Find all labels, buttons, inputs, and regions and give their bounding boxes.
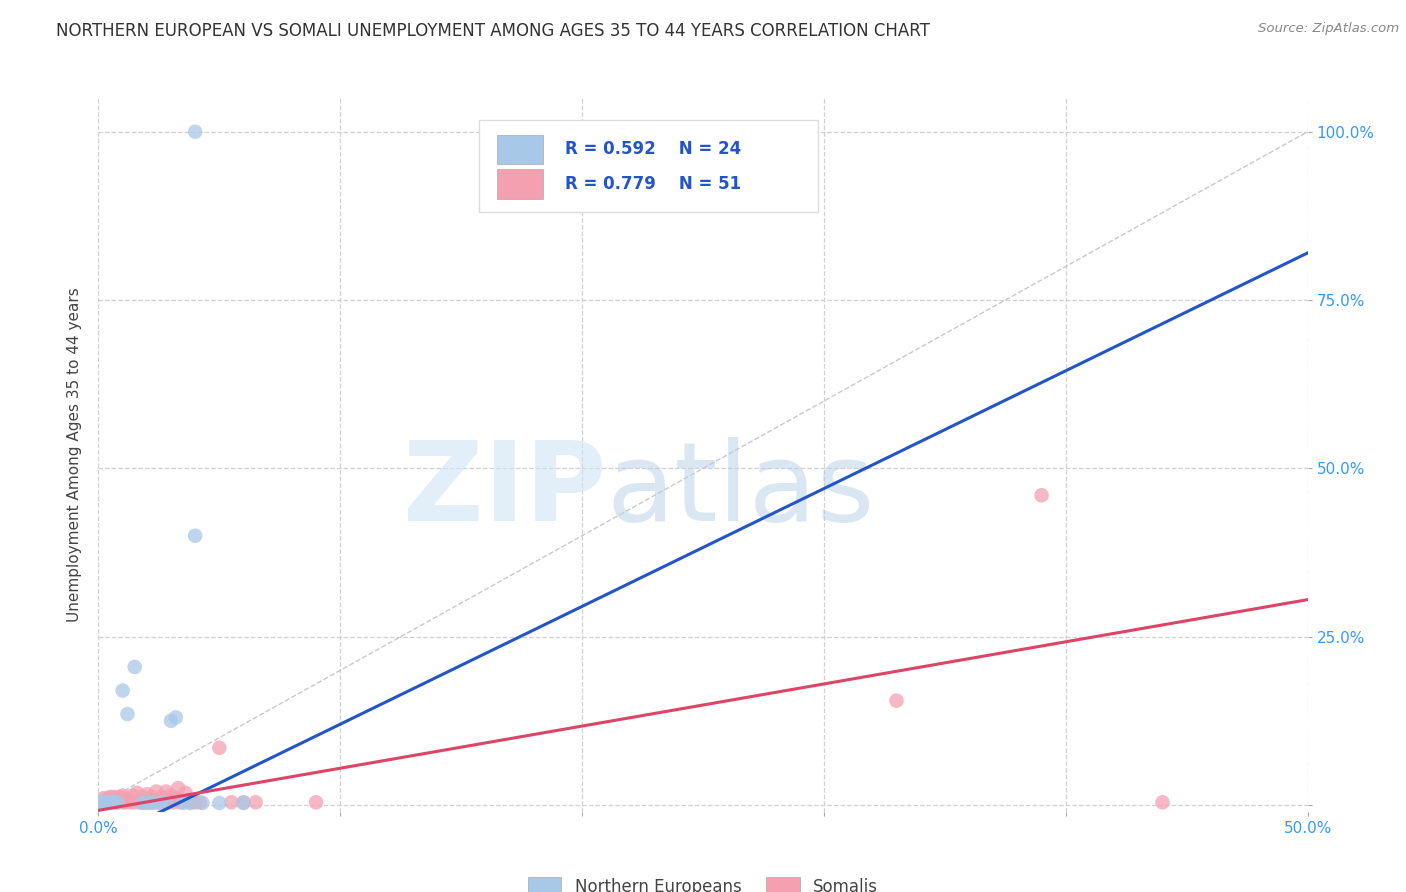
Point [117, 791, 139, 805]
FancyBboxPatch shape [498, 135, 543, 164]
Point [886, 693, 908, 707]
Point [184, 125, 207, 139]
Point [141, 796, 163, 810]
Point [184, 795, 207, 809]
Point [114, 795, 136, 809]
Text: NORTHERN EUROPEAN VS SOMALI UNEMPLOYMENT AMONG AGES 35 TO 44 YEARS CORRELATION C: NORTHERN EUROPEAN VS SOMALI UNEMPLOYMENT… [56, 22, 931, 40]
Point [179, 796, 201, 810]
Point [155, 784, 177, 798]
Point [101, 795, 124, 809]
Point [91, 795, 114, 809]
Point [108, 789, 131, 804]
Point [145, 784, 167, 798]
Point [124, 660, 146, 674]
Point [138, 795, 160, 809]
Point [148, 795, 170, 809]
Point [208, 740, 231, 755]
Point [111, 795, 134, 809]
Point [162, 795, 184, 809]
Point [179, 795, 201, 809]
Y-axis label: Unemployment Among Ages 35 to 44 years: Unemployment Among Ages 35 to 44 years [67, 287, 83, 623]
Point [128, 795, 150, 809]
Point [131, 789, 153, 804]
Point [305, 795, 328, 809]
Point [232, 795, 254, 809]
Point [97, 796, 120, 810]
Point [111, 789, 134, 803]
Point [143, 795, 166, 809]
Point [1031, 488, 1053, 502]
Point [91, 796, 114, 810]
Point [160, 714, 183, 728]
Point [135, 787, 157, 801]
Point [157, 795, 180, 809]
Point [131, 796, 153, 810]
Point [148, 796, 170, 810]
FancyBboxPatch shape [498, 169, 543, 199]
Point [117, 707, 139, 722]
Point [160, 789, 183, 803]
Point [232, 796, 254, 810]
Point [104, 795, 127, 809]
Point [174, 786, 197, 800]
Point [172, 796, 194, 810]
Text: R = 0.592    N = 24: R = 0.592 N = 24 [565, 141, 741, 159]
Point [191, 796, 214, 810]
Point [97, 791, 120, 805]
Point [107, 795, 129, 809]
Text: Source: ZipAtlas.com: Source: ZipAtlas.com [1258, 22, 1399, 36]
Point [184, 529, 207, 543]
Point [100, 789, 122, 804]
Point [101, 791, 124, 805]
Point [208, 796, 231, 810]
Point [101, 795, 124, 809]
Point [90, 795, 112, 809]
Point [118, 795, 141, 809]
Point [141, 789, 163, 804]
Point [167, 781, 190, 796]
Point [150, 789, 173, 804]
Point [94, 795, 117, 809]
Point [1152, 795, 1174, 809]
Point [245, 795, 267, 809]
Point [221, 795, 243, 809]
Point [124, 795, 146, 809]
Point [134, 795, 156, 809]
Point [90, 795, 112, 809]
Legend: Northern Europeans, Somalis: Northern Europeans, Somalis [522, 870, 884, 892]
Point [155, 796, 177, 810]
Point [100, 795, 122, 809]
Point [100, 795, 122, 809]
Point [121, 789, 143, 803]
Point [165, 791, 187, 805]
Point [111, 683, 134, 698]
FancyBboxPatch shape [479, 120, 818, 212]
Point [152, 795, 174, 809]
Point [107, 795, 129, 809]
Text: ZIP: ZIP [404, 437, 606, 544]
Point [94, 795, 117, 809]
Point [127, 786, 149, 800]
Point [135, 796, 157, 810]
Point [104, 789, 127, 804]
Point [188, 795, 211, 809]
Text: R = 0.779    N = 51: R = 0.779 N = 51 [565, 175, 741, 193]
Text: atlas: atlas [606, 437, 875, 544]
Point [169, 795, 191, 809]
Point [91, 791, 114, 805]
Point [165, 710, 187, 724]
